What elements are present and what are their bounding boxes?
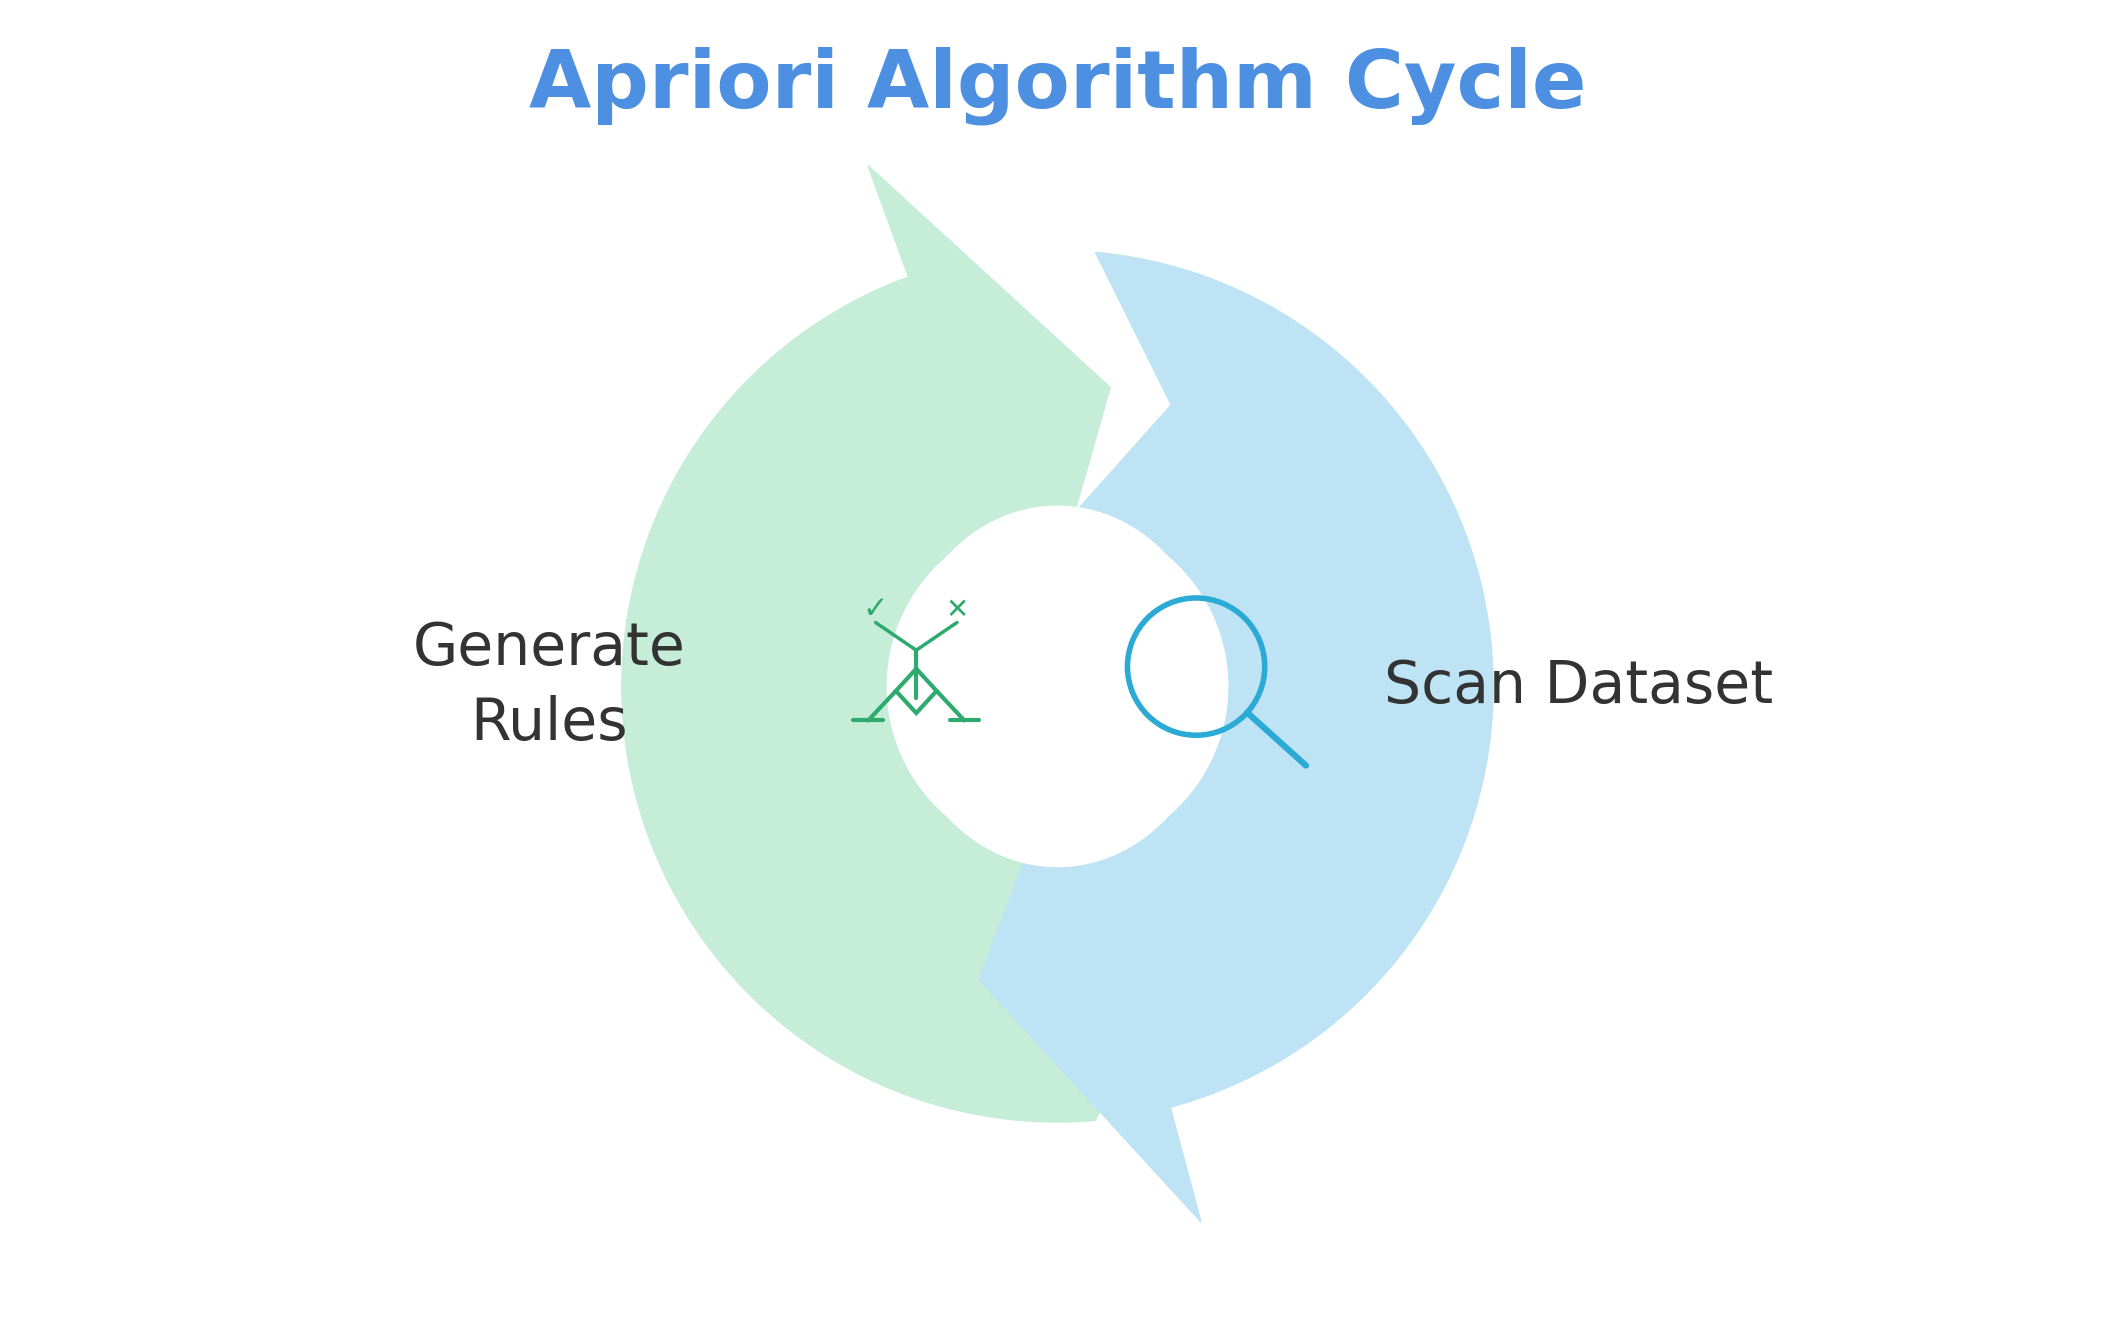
Text: Scan Dataset: Scan Dataset bbox=[1385, 657, 1774, 715]
Ellipse shape bbox=[899, 507, 1216, 866]
Text: Generate
Rules: Generate Rules bbox=[412, 620, 685, 752]
Text: Apriori Algorithm Cycle: Apriori Algorithm Cycle bbox=[529, 46, 1586, 125]
Polygon shape bbox=[622, 165, 1172, 1122]
Polygon shape bbox=[979, 252, 1493, 1222]
Circle shape bbox=[895, 523, 1220, 850]
Text: ✓: ✓ bbox=[863, 595, 888, 624]
Text: ✕: ✕ bbox=[945, 595, 969, 623]
